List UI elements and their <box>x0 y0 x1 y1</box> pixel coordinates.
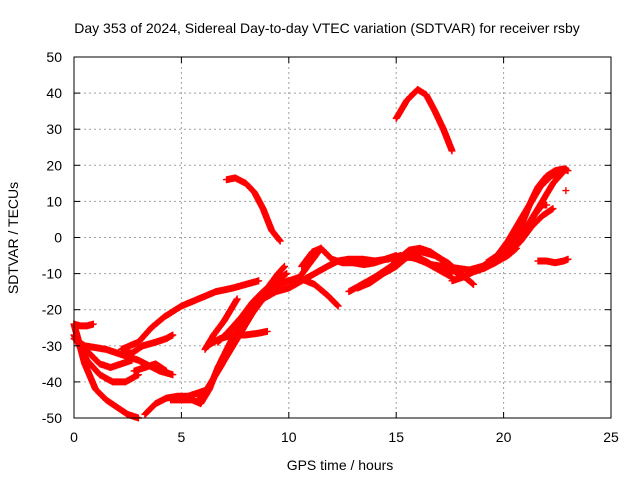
marker-path <box>534 255 572 267</box>
y-tick-label: 30 <box>46 121 62 137</box>
marker-path <box>392 86 456 155</box>
y-tick-label: 50 <box>46 49 62 65</box>
y-tick-label: -50 <box>42 410 62 426</box>
y-tick-label: 0 <box>54 230 62 246</box>
series-arc-08 <box>130 360 170 375</box>
marker-path <box>263 244 325 292</box>
series-arc-06 <box>117 277 263 353</box>
y-tick-label: -40 <box>42 374 62 390</box>
axis-ticks <box>73 56 612 419</box>
chart-title: Day 353 of 2024, Sidereal Day-to-day VTE… <box>74 20 580 36</box>
series-point-31 <box>562 187 570 195</box>
marker-path <box>117 277 263 353</box>
y-tick-label: 20 <box>46 157 62 173</box>
y-tick-label: -30 <box>42 338 62 354</box>
marker-path <box>117 331 177 357</box>
marker-path <box>130 360 170 375</box>
x-tick-label: 15 <box>388 429 404 445</box>
marker-path <box>223 174 284 245</box>
x-tick-label: 20 <box>496 429 512 445</box>
marker-path <box>298 244 400 270</box>
y-tick-label: 40 <box>46 85 62 101</box>
series-arc-18 <box>298 244 400 270</box>
series-arc-30 <box>513 201 551 249</box>
data-points <box>70 86 572 422</box>
series-arc-17 <box>263 244 325 292</box>
series-arc-19 <box>223 174 284 245</box>
marker-path <box>513 201 551 249</box>
x-tick-labels: 0 5 10 15 20 25 <box>70 429 619 445</box>
series-arc-26 <box>482 169 563 267</box>
y-tick-label: 10 <box>46 193 62 209</box>
y-tick-labels: -50 -40 -30 -20 -10 0 10 20 30 40 50 <box>42 49 62 426</box>
marker-path <box>562 187 570 195</box>
y-axis-label: SDTVAR / TECUs <box>5 182 21 294</box>
x-tick-label: 25 <box>603 429 619 445</box>
y-tick-label: -10 <box>42 266 62 282</box>
series-arc-07 <box>117 331 177 357</box>
x-tick-label: 10 <box>281 429 297 445</box>
series-arc-24 <box>392 86 456 155</box>
marker-path <box>482 169 563 267</box>
x-tick-label: 0 <box>70 429 78 445</box>
x-tick-label: 5 <box>178 429 186 445</box>
x-axis-label: GPS time / hours <box>287 457 394 473</box>
series-arc-29 <box>534 255 572 267</box>
y-tick-label: -20 <box>42 302 62 318</box>
